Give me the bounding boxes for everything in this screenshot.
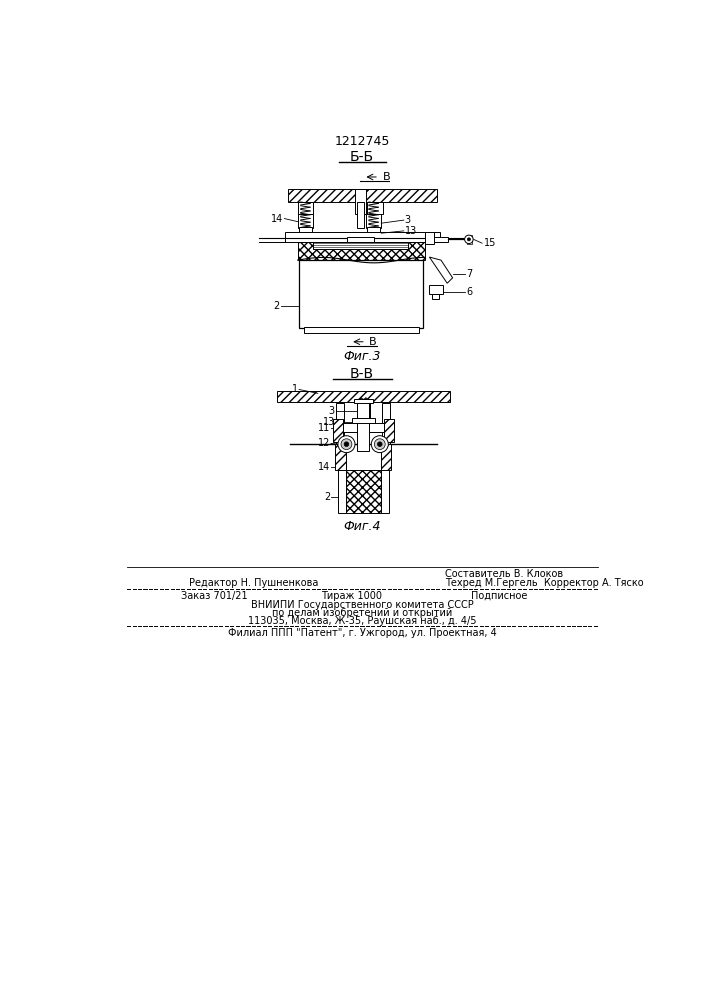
Bar bbox=[380, 444, 392, 470]
Text: 14: 14 bbox=[318, 462, 330, 472]
Text: Техред М.Гергель  Корректор А. Тяско: Техред М.Гергель Корректор А. Тяско bbox=[445, 578, 643, 588]
Bar bbox=[467, 235, 472, 244]
Bar bbox=[357, 202, 363, 228]
Bar bbox=[347, 237, 373, 242]
Text: 14: 14 bbox=[271, 214, 284, 224]
Text: 7: 7 bbox=[467, 269, 473, 279]
Text: 2: 2 bbox=[324, 492, 330, 502]
Circle shape bbox=[467, 238, 470, 241]
Bar bbox=[434, 237, 448, 242]
Text: Составитель В. Клоков: Составитель В. Клоков bbox=[445, 569, 563, 579]
Text: Фиг.3: Фиг.3 bbox=[343, 350, 380, 363]
Bar bbox=[299, 260, 423, 328]
Bar bbox=[433, 294, 438, 299]
Text: 113035, Москва, Ж-35, Раушская наб., д. 4/5: 113035, Москва, Ж-35, Раушская наб., д. … bbox=[247, 615, 477, 626]
Text: Редактор Н. Пушненкова: Редактор Н. Пушненкова bbox=[189, 578, 318, 588]
Bar bbox=[385, 419, 394, 442]
Text: 13: 13 bbox=[404, 226, 417, 236]
Bar bbox=[368, 227, 380, 232]
Bar bbox=[355, 189, 366, 214]
Bar bbox=[425, 232, 434, 244]
Bar bbox=[338, 470, 346, 513]
Bar bbox=[285, 232, 440, 242]
Bar bbox=[381, 470, 389, 513]
Text: Тираж 1000: Тираж 1000 bbox=[322, 591, 382, 601]
Bar bbox=[298, 202, 313, 214]
Text: 15: 15 bbox=[484, 238, 496, 248]
Bar bbox=[313, 242, 408, 249]
Text: Подписное: Подписное bbox=[471, 591, 527, 601]
Text: Филиал ППП "Патент", г. Ужгород, ул. Проектная, 4: Филиал ППП "Патент", г. Ужгород, ул. Про… bbox=[228, 628, 496, 638]
Text: 3: 3 bbox=[404, 215, 411, 225]
Circle shape bbox=[378, 442, 382, 446]
Text: В: В bbox=[369, 337, 377, 347]
Bar bbox=[299, 227, 312, 232]
Text: В-В: В-В bbox=[350, 367, 374, 381]
Text: Фиг.4: Фиг.4 bbox=[343, 520, 380, 533]
Bar bbox=[428, 285, 443, 294]
Bar bbox=[382, 403, 390, 455]
Bar bbox=[357, 399, 369, 451]
Text: Б-Б: Б-Б bbox=[350, 150, 374, 164]
Bar bbox=[304, 327, 419, 333]
Bar bbox=[354, 399, 373, 403]
Bar bbox=[337, 403, 344, 455]
Text: 11: 11 bbox=[318, 423, 330, 433]
Text: по делам изобретений и открытий: по делам изобретений и открытий bbox=[271, 608, 452, 618]
Bar bbox=[276, 391, 450, 402]
Bar bbox=[366, 214, 381, 228]
Text: 12: 12 bbox=[318, 438, 330, 448]
Bar bbox=[346, 470, 381, 513]
Bar bbox=[333, 423, 394, 432]
Circle shape bbox=[464, 235, 473, 244]
Bar bbox=[352, 418, 375, 423]
Text: 1: 1 bbox=[292, 384, 298, 394]
Circle shape bbox=[371, 436, 388, 453]
Bar bbox=[368, 202, 383, 214]
Polygon shape bbox=[429, 257, 452, 283]
Bar bbox=[333, 419, 343, 442]
Bar bbox=[288, 189, 437, 202]
Circle shape bbox=[344, 442, 349, 446]
Circle shape bbox=[374, 439, 385, 450]
Circle shape bbox=[341, 439, 352, 450]
Bar bbox=[356, 402, 370, 419]
Text: 2: 2 bbox=[274, 301, 280, 311]
Text: 1212745: 1212745 bbox=[334, 135, 390, 148]
Text: 3: 3 bbox=[329, 406, 335, 416]
Bar bbox=[335, 444, 346, 470]
Text: Заказ 701/21: Заказ 701/21 bbox=[182, 591, 248, 601]
Text: 13: 13 bbox=[322, 417, 335, 427]
Text: 6: 6 bbox=[467, 287, 473, 297]
Text: ВНИИПИ Государственного комитета СССР: ВНИИПИ Государственного комитета СССР bbox=[250, 600, 473, 610]
Bar bbox=[298, 214, 313, 228]
Text: В: В bbox=[383, 172, 390, 182]
Circle shape bbox=[338, 436, 355, 453]
Bar bbox=[298, 242, 425, 260]
